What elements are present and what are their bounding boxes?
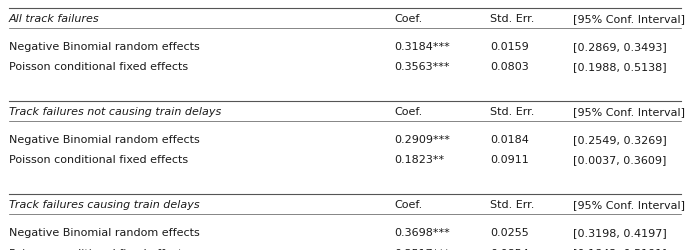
Text: Negative Binomial random effects: Negative Binomial random effects bbox=[9, 227, 200, 237]
Text: Poisson conditional fixed effects: Poisson conditional fixed effects bbox=[9, 62, 188, 72]
Text: Negative Binomial random effects: Negative Binomial random effects bbox=[9, 134, 200, 144]
Text: [0.2869, 0.3493]: [0.2869, 0.3493] bbox=[573, 42, 667, 52]
Text: [0.2549, 0.3269]: [0.2549, 0.3269] bbox=[573, 134, 667, 144]
Text: 0.3563***: 0.3563*** bbox=[394, 62, 450, 72]
Text: All track failures: All track failures bbox=[9, 14, 99, 24]
Text: 0.0255: 0.0255 bbox=[490, 227, 529, 237]
Text: [0.0037, 0.3609]: [0.0037, 0.3609] bbox=[573, 155, 666, 165]
Text: 0.3698***: 0.3698*** bbox=[394, 227, 450, 237]
Text: [95% Conf. Interval]: [95% Conf. Interval] bbox=[573, 107, 685, 117]
Text: Coef.: Coef. bbox=[394, 107, 423, 117]
Text: 0.0159: 0.0159 bbox=[490, 42, 529, 52]
Text: Std. Err.: Std. Err. bbox=[490, 107, 535, 117]
Text: 0.0803: 0.0803 bbox=[490, 62, 529, 72]
Text: [0.3198, 0.4197]: [0.3198, 0.4197] bbox=[573, 227, 667, 237]
Text: Std. Err.: Std. Err. bbox=[490, 14, 535, 24]
Text: 0.2909***: 0.2909*** bbox=[394, 134, 450, 144]
Text: 0.0911: 0.0911 bbox=[490, 155, 529, 165]
Text: [95% Conf. Interval]: [95% Conf. Interval] bbox=[573, 199, 685, 209]
Text: Coef.: Coef. bbox=[394, 199, 423, 209]
Text: [0.1842, 0.5191]: [0.1842, 0.5191] bbox=[573, 248, 666, 250]
Text: Std. Err.: Std. Err. bbox=[490, 199, 535, 209]
Text: [95% Conf. Interval]: [95% Conf. Interval] bbox=[573, 14, 685, 24]
Text: Coef.: Coef. bbox=[394, 14, 423, 24]
Text: Track failures causing train delays: Track failures causing train delays bbox=[9, 199, 200, 209]
Text: Negative Binomial random effects: Negative Binomial random effects bbox=[9, 42, 200, 52]
Text: 0.3517***: 0.3517*** bbox=[394, 248, 450, 250]
Text: Poisson conditional fixed effects: Poisson conditional fixed effects bbox=[9, 155, 188, 165]
Text: 0.0184: 0.0184 bbox=[490, 134, 530, 144]
Text: 0.3184***: 0.3184*** bbox=[394, 42, 450, 52]
Text: 0.0854: 0.0854 bbox=[490, 248, 530, 250]
Text: 0.1823**: 0.1823** bbox=[394, 155, 445, 165]
Text: [0.1988, 0.5138]: [0.1988, 0.5138] bbox=[573, 62, 666, 72]
Text: Poisson conditional fixed effects: Poisson conditional fixed effects bbox=[9, 248, 188, 250]
Text: Track failures not causing train delays: Track failures not causing train delays bbox=[9, 107, 221, 117]
